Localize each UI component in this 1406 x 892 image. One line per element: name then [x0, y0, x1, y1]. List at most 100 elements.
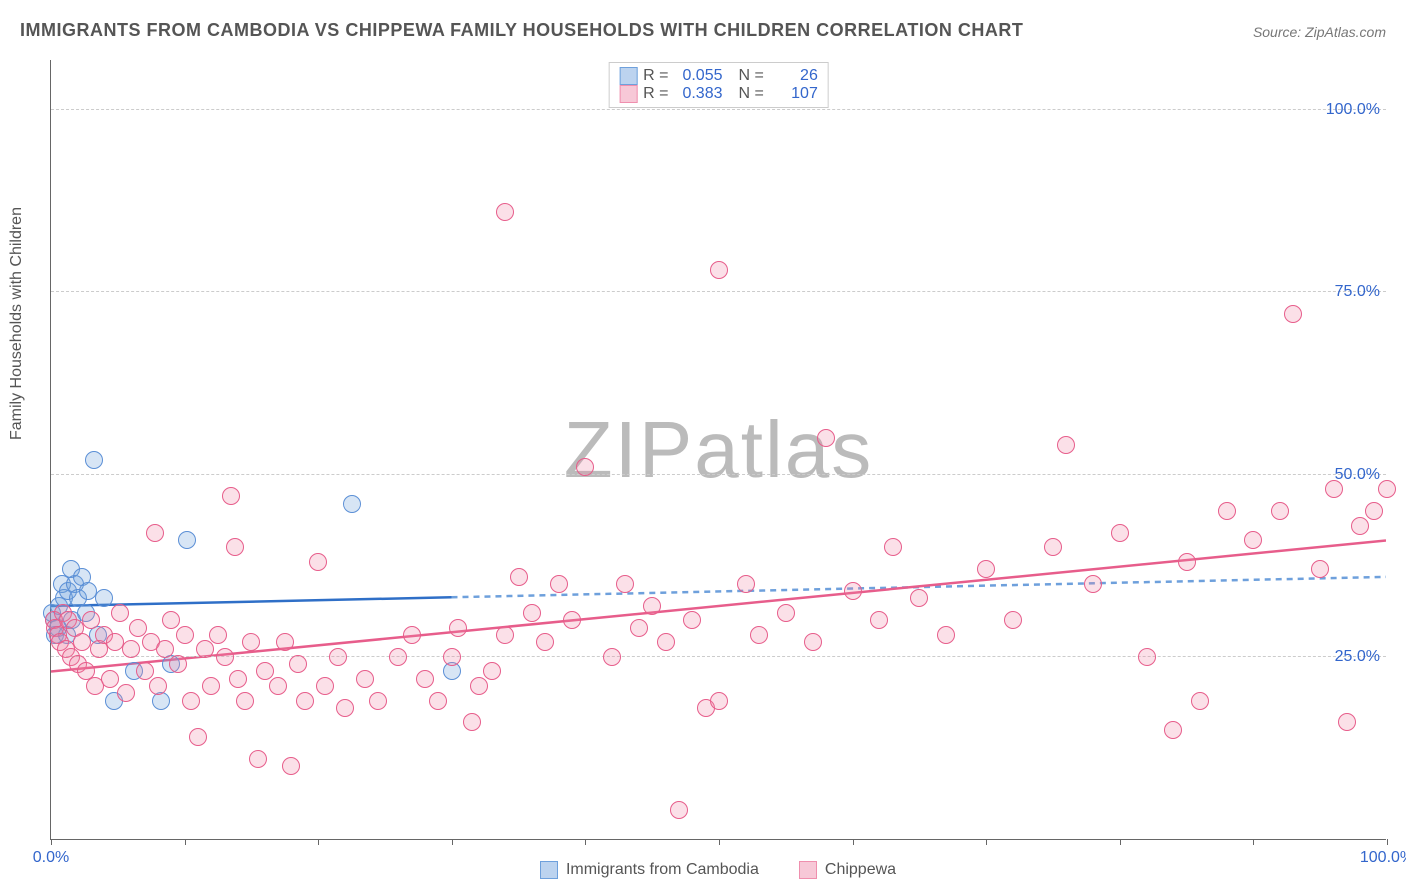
legend-swatch [619, 67, 637, 85]
scatter-point [269, 677, 287, 695]
scatter-point [111, 604, 129, 622]
n-label: N = [739, 85, 764, 103]
scatter-point [1271, 502, 1289, 520]
scatter-point [563, 611, 581, 629]
x-tick [1120, 839, 1121, 845]
scatter-point [343, 495, 361, 513]
scatter-point [149, 677, 167, 695]
y-tick-label: 25.0% [1335, 648, 1380, 666]
scatter-point [226, 538, 244, 556]
r-label: R = [643, 67, 668, 85]
stats-legend-row: R =0.055N =26 [619, 67, 818, 85]
scatter-point [710, 261, 728, 279]
x-tick [185, 839, 186, 845]
scatter-point [977, 560, 995, 578]
scatter-point [1325, 480, 1343, 498]
scatter-point [236, 692, 254, 710]
scatter-point [329, 648, 347, 666]
n-value: 107 [770, 85, 818, 103]
scatter-point [316, 677, 334, 695]
legend-swatch [619, 85, 637, 103]
source-label: Source: ZipAtlas.com [1253, 24, 1386, 40]
scatter-point [136, 662, 154, 680]
r-value: 0.055 [675, 67, 723, 85]
scatter-point [95, 589, 113, 607]
legend-swatch [540, 861, 558, 879]
scatter-point [496, 203, 514, 221]
stats-legend-box: R =0.055N =26R =0.383N =107 [608, 62, 829, 108]
scatter-point [182, 692, 200, 710]
watermark-light: atlas [694, 405, 873, 494]
scatter-point [82, 611, 100, 629]
n-label: N = [739, 67, 764, 85]
watermark-bold: ZIP [564, 405, 694, 494]
scatter-point [369, 692, 387, 710]
scatter-point [750, 626, 768, 644]
scatter-point [1351, 517, 1369, 535]
x-tick [585, 839, 586, 845]
scatter-point [1004, 611, 1022, 629]
scatter-point [483, 662, 501, 680]
chart-title: IMMIGRANTS FROM CAMBODIA VS CHIPPEWA FAM… [20, 20, 1023, 41]
scatter-point [804, 633, 822, 651]
scatter-point [209, 626, 227, 644]
scatter-point [176, 626, 194, 644]
scatter-point [1044, 538, 1062, 556]
scatter-point [282, 757, 300, 775]
scatter-point [510, 568, 528, 586]
scatter-point [1365, 502, 1383, 520]
scatter-point [683, 611, 701, 629]
scatter-point [630, 619, 648, 637]
scatter-point [416, 670, 434, 688]
scatter-point [429, 692, 447, 710]
r-value: 0.383 [675, 85, 723, 103]
scatter-point [256, 662, 274, 680]
scatter-point [937, 626, 955, 644]
watermark: ZIPatlas [564, 404, 873, 496]
scatter-point [296, 692, 314, 710]
chart-stage: IMMIGRANTS FROM CAMBODIA VS CHIPPEWA FAM… [0, 0, 1406, 892]
series-legend: Immigrants from Cambodia Chippewa [50, 861, 1386, 884]
x-tick [1387, 839, 1388, 845]
scatter-point [884, 538, 902, 556]
scatter-point [603, 648, 621, 666]
gridline [51, 291, 1386, 292]
scatter-point [1191, 692, 1209, 710]
scatter-point [576, 458, 594, 476]
legend-swatch [799, 861, 817, 879]
scatter-point [1138, 648, 1156, 666]
scatter-point [536, 633, 554, 651]
scatter-point [289, 655, 307, 673]
scatter-point [117, 684, 135, 702]
scatter-point [1338, 713, 1356, 731]
legend-label: Chippewa [825, 861, 896, 879]
legend-item: Immigrants from Cambodia [540, 861, 759, 879]
y-tick-label: 50.0% [1335, 466, 1380, 484]
x-tick [1253, 839, 1254, 845]
scatter-point [309, 553, 327, 571]
scatter-point [616, 575, 634, 593]
gridline [51, 109, 1386, 110]
scatter-point [389, 648, 407, 666]
scatter-point [449, 619, 467, 637]
scatter-point [1084, 575, 1102, 593]
x-tick [452, 839, 453, 845]
scatter-point [710, 692, 728, 710]
scatter-point [657, 633, 675, 651]
scatter-point [222, 487, 240, 505]
scatter-point [189, 728, 207, 746]
plot-area: ZIPatlas R =0.055N =26R =0.383N =107 25.… [50, 60, 1386, 840]
scatter-point [870, 611, 888, 629]
scatter-point [844, 582, 862, 600]
x-tick [318, 839, 319, 845]
scatter-point [1218, 502, 1236, 520]
scatter-point [443, 648, 461, 666]
scatter-point [276, 633, 294, 651]
r-label: R = [643, 85, 668, 103]
scatter-point [1244, 531, 1262, 549]
scatter-point [336, 699, 354, 717]
scatter-point [523, 604, 541, 622]
x-tick [986, 839, 987, 845]
scatter-point [403, 626, 421, 644]
gridline [51, 474, 1386, 475]
